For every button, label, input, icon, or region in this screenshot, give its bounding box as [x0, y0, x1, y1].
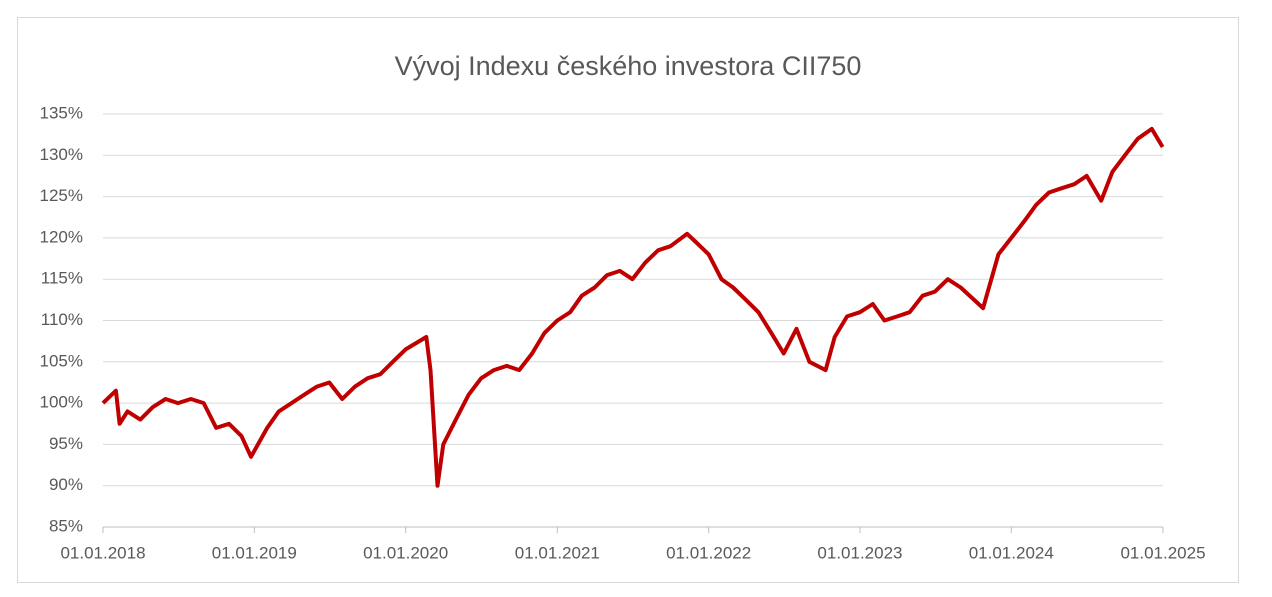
- y-tick-label: 130%: [40, 145, 83, 164]
- x-tick-label: 01.01.2022: [666, 543, 751, 562]
- chart-frame: [17, 17, 1239, 583]
- y-tick-label: 115%: [41, 269, 83, 288]
- chart-title: Vývoj Indexu českého investora CII750: [395, 51, 862, 81]
- x-tick-label: 01.01.2019: [212, 543, 297, 562]
- x-tick-label: 01.01.2021: [515, 543, 600, 562]
- x-tick-label: 01.01.2024: [969, 543, 1054, 562]
- x-tick-label: 01.01.2025: [1120, 543, 1205, 562]
- x-tick-label: 01.01.2018: [60, 543, 145, 562]
- y-tick-label: 95%: [49, 434, 83, 453]
- y-tick-label: 90%: [49, 475, 83, 494]
- x-tick-label: 01.01.2023: [817, 543, 902, 562]
- y-tick-label: 105%: [40, 351, 83, 370]
- y-tick-label: 120%: [40, 227, 83, 246]
- line-series: [101, 126, 1165, 488]
- y-tick-label: 110%: [41, 310, 83, 329]
- y-tick-label: 125%: [40, 186, 83, 205]
- y-tick-label: 135%: [40, 103, 83, 122]
- y-tick-label: 100%: [40, 393, 83, 412]
- x-tick-label: 01.01.2020: [363, 543, 448, 562]
- y-tick-label: 85%: [49, 516, 83, 535]
